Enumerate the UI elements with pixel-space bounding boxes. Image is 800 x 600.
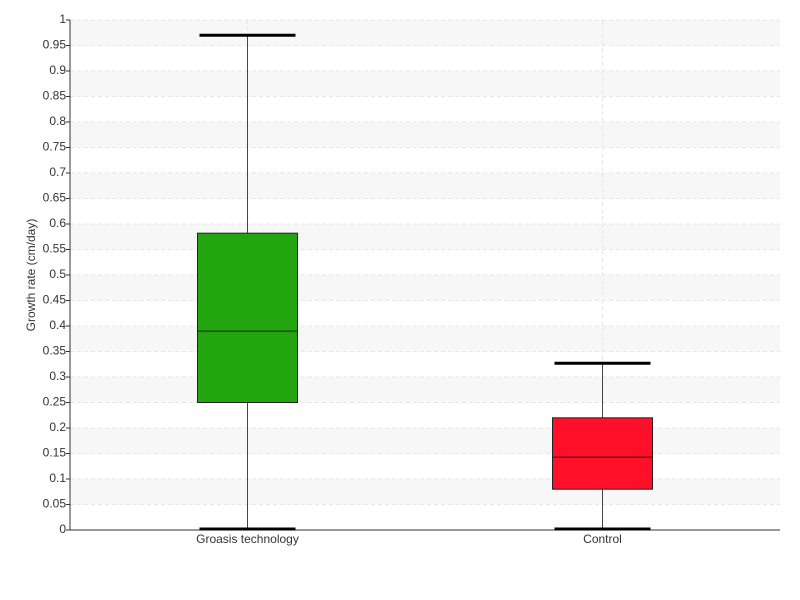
y-tick-label: 0.75 <box>43 140 67 154</box>
band <box>70 71 780 97</box>
y-tick-label: 0.6 <box>49 216 66 230</box>
y-tick-label: 0.35 <box>43 344 67 358</box>
y-tick-label: 0.1 <box>49 471 66 485</box>
y-tick-label: 0.5 <box>49 267 66 281</box>
y-tick-label: 0 <box>59 522 66 536</box>
y-tick-label: 0.2 <box>49 420 66 434</box>
band <box>70 275 780 301</box>
y-tick-label: 0.3 <box>49 369 66 383</box>
box <box>197 232 298 403</box>
band <box>70 122 780 148</box>
y-tick-label: 0.55 <box>43 242 67 256</box>
y-tick-label: 0.05 <box>43 497 67 511</box>
band <box>70 428 780 454</box>
band <box>70 479 780 505</box>
y-tick-label: 0.85 <box>43 89 67 103</box>
y-tick-label: 0.15 <box>43 446 67 460</box>
band <box>70 20 780 46</box>
y-tick-label: 0.4 <box>49 318 66 332</box>
y-axis-label: Growth rate (cm/day) <box>24 219 38 332</box>
x-tick-label: Groasis technology <box>196 532 299 546</box>
y-tick-label: 0.25 <box>43 395 67 409</box>
y-tick-label: 0.95 <box>43 38 67 52</box>
y-tick-label: 0.9 <box>49 63 66 77</box>
y-tick-label: 0.45 <box>43 293 67 307</box>
y-tick-label: 1 <box>59 12 66 26</box>
y-tick-label: 0.7 <box>49 165 66 179</box>
x-tick-label: Control <box>583 532 622 546</box>
box <box>552 417 653 490</box>
y-tick-label: 0.8 <box>49 114 66 128</box>
band <box>70 377 780 403</box>
band <box>70 326 780 352</box>
band <box>70 173 780 199</box>
band <box>70 224 780 250</box>
y-tick-label: 0.65 <box>43 191 67 205</box>
